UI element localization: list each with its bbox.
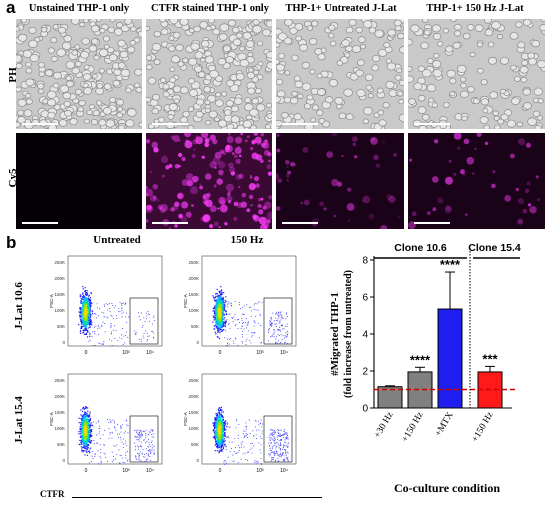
y-tick-label: 100K: [188, 426, 199, 431]
flow-x-axis-line: [72, 497, 322, 498]
y-tick-label: 250K: [54, 260, 65, 265]
x-tick-label: 0: [85, 468, 88, 474]
ph-micrograph-untreated-jlat: [276, 19, 404, 129]
x-tick-label: +150 Hz: [400, 411, 425, 445]
y-axis-label: FSC-A: [49, 412, 54, 426]
cy5-micrograph-ctfr: [146, 133, 272, 229]
x-tick-label: 0: [219, 350, 222, 356]
x-tick-label: 10³: [256, 350, 264, 356]
y-tick-label: 150K: [54, 292, 65, 297]
panel-a-column-title: THP-1+ Untreated J-Lat: [285, 3, 397, 14]
y-tick-label: 150K: [54, 410, 65, 415]
panel-a-column-title: Unstained THP-1 only: [28, 3, 130, 14]
flow-plot-154-untreated: 250K 200K 150K 100K 50K 0 FSC-A 0 10³ 10⁴: [49, 373, 163, 474]
y-tick-label: 200K: [188, 394, 199, 399]
flow-plot-154-150hz: 250K 200K 150K 100K 50K 0 FSC-A 0 10³ 10⁴: [183, 373, 297, 474]
y-tick-label: 0: [196, 340, 199, 345]
gate-box: [263, 297, 293, 345]
panel-a-column-title: THP-1+ 150 Hz J-Lat: [426, 3, 524, 14]
cy5-micrograph-unstained: [16, 133, 142, 229]
y-tick-label: 150K: [188, 410, 199, 415]
y-tick-label: 8: [362, 256, 368, 267]
x-tick-label: 10⁴: [146, 350, 154, 356]
scale-bar: [282, 123, 318, 125]
flow-column-title: 150 Hz: [230, 234, 264, 246]
y-tick-label: 100K: [188, 308, 199, 313]
x-tick-label: +MTX: [434, 410, 456, 438]
y-tick-label: 0: [196, 458, 199, 463]
scale-bar: [22, 222, 58, 224]
ph-micrograph-unstained: [16, 19, 142, 129]
y-tick-label: 0: [362, 404, 368, 415]
y-tick-label: 200K: [54, 276, 65, 281]
x-tick-label: 10³: [122, 350, 130, 356]
group-label: Clone 15.4: [468, 242, 521, 254]
flow-x-axis-label: CTFR: [40, 489, 65, 499]
scale-bar: [22, 123, 58, 125]
ph-micrograph-150hz-jlat: [408, 19, 545, 129]
y-axis-label: FSC-A: [49, 294, 54, 308]
scale-bar: [152, 222, 188, 224]
gate-box: [129, 297, 159, 345]
flow-column-title: Untreated: [93, 234, 141, 246]
y-tick-label: 200K: [54, 394, 65, 399]
y-tick-label: 100K: [54, 308, 65, 313]
scale-bar: [414, 222, 450, 224]
significance-label: ****: [440, 257, 461, 272]
panel-a-letter: a: [6, 0, 16, 17]
panel-a-column-title: CTFR stained THP-1 only: [151, 3, 269, 14]
x-tick-label: 10⁴: [280, 468, 288, 474]
migration-bar-chart: 0 2 4 6 8 #Migrated THP-1 (fold increase from …: [329, 242, 521, 495]
x-tick-label: 10³: [256, 468, 264, 474]
y-tick-label: 100K: [54, 426, 65, 431]
x-tick-label: 10⁴: [280, 350, 288, 356]
bar: [437, 308, 463, 409]
y-tick-label: 2: [362, 367, 368, 378]
x-tick-label: 10⁴: [146, 468, 154, 474]
bar: [407, 371, 433, 409]
gate-box: [129, 415, 159, 463]
y-axis-label: #Migrated THP-1: [329, 292, 341, 376]
y-tick-label: 0: [62, 340, 65, 345]
y-tick-label: 50K: [191, 442, 199, 447]
cy5-micrograph-150hz-jlat: [408, 133, 545, 229]
y-tick-label: 50K: [191, 324, 199, 329]
significance-label: ****: [410, 352, 431, 367]
y-tick-label: 200K: [188, 276, 199, 281]
y-tick-label: 4: [362, 330, 368, 341]
ph-micrograph-ctfr: [146, 19, 272, 129]
y-axis-label: FSC-A: [183, 294, 188, 308]
x-tick-label: +150 Hz: [470, 411, 495, 445]
scale-bar: [414, 123, 450, 125]
x-tick-label: +30 Hz: [373, 411, 396, 441]
y-tick-label: 250K: [54, 378, 65, 383]
group-label: Clone 10.6: [394, 242, 447, 254]
y-tick-label: 150K: [188, 292, 199, 297]
panel-b-letter: b: [6, 233, 17, 252]
y-tick-label: 50K: [57, 442, 65, 447]
flow-plot-1060-150hz: 250K 200K 150K 100K 50K 0 FSC-A 0 10³ 10⁴: [183, 255, 297, 356]
cy5-micrograph-untreated-jlat: [276, 133, 404, 229]
x-axis-label: Co-culture condition: [394, 481, 500, 495]
y-axis-sublabel: (fold increase from untreated): [343, 270, 354, 398]
scale-bar: [152, 123, 188, 125]
flow-row-label: J-Lat 15.4: [13, 396, 25, 444]
y-tick-label: 0: [62, 458, 65, 463]
x-tick-label: 0: [219, 468, 222, 474]
flow-row-label: J-Lat 10.6: [13, 282, 25, 330]
scale-bar: [282, 222, 318, 224]
y-axis-label: FSC-A: [183, 412, 188, 426]
x-tick-label: 10³: [122, 468, 130, 474]
y-tick-label: 50K: [57, 324, 65, 329]
y-tick-label: 6: [362, 293, 368, 304]
plot-frame: [67, 255, 163, 347]
significance-label: ***: [482, 351, 498, 366]
flow-plot-1060-untreated: 250K 200K 150K 100K 50K 0 FSC-A 0 10³ 10⁴: [49, 255, 163, 356]
y-tick-label: 250K: [188, 260, 199, 265]
gate-box: [263, 415, 293, 463]
y-tick-label: 250K: [188, 378, 199, 383]
x-tick-label: 0: [85, 350, 88, 356]
